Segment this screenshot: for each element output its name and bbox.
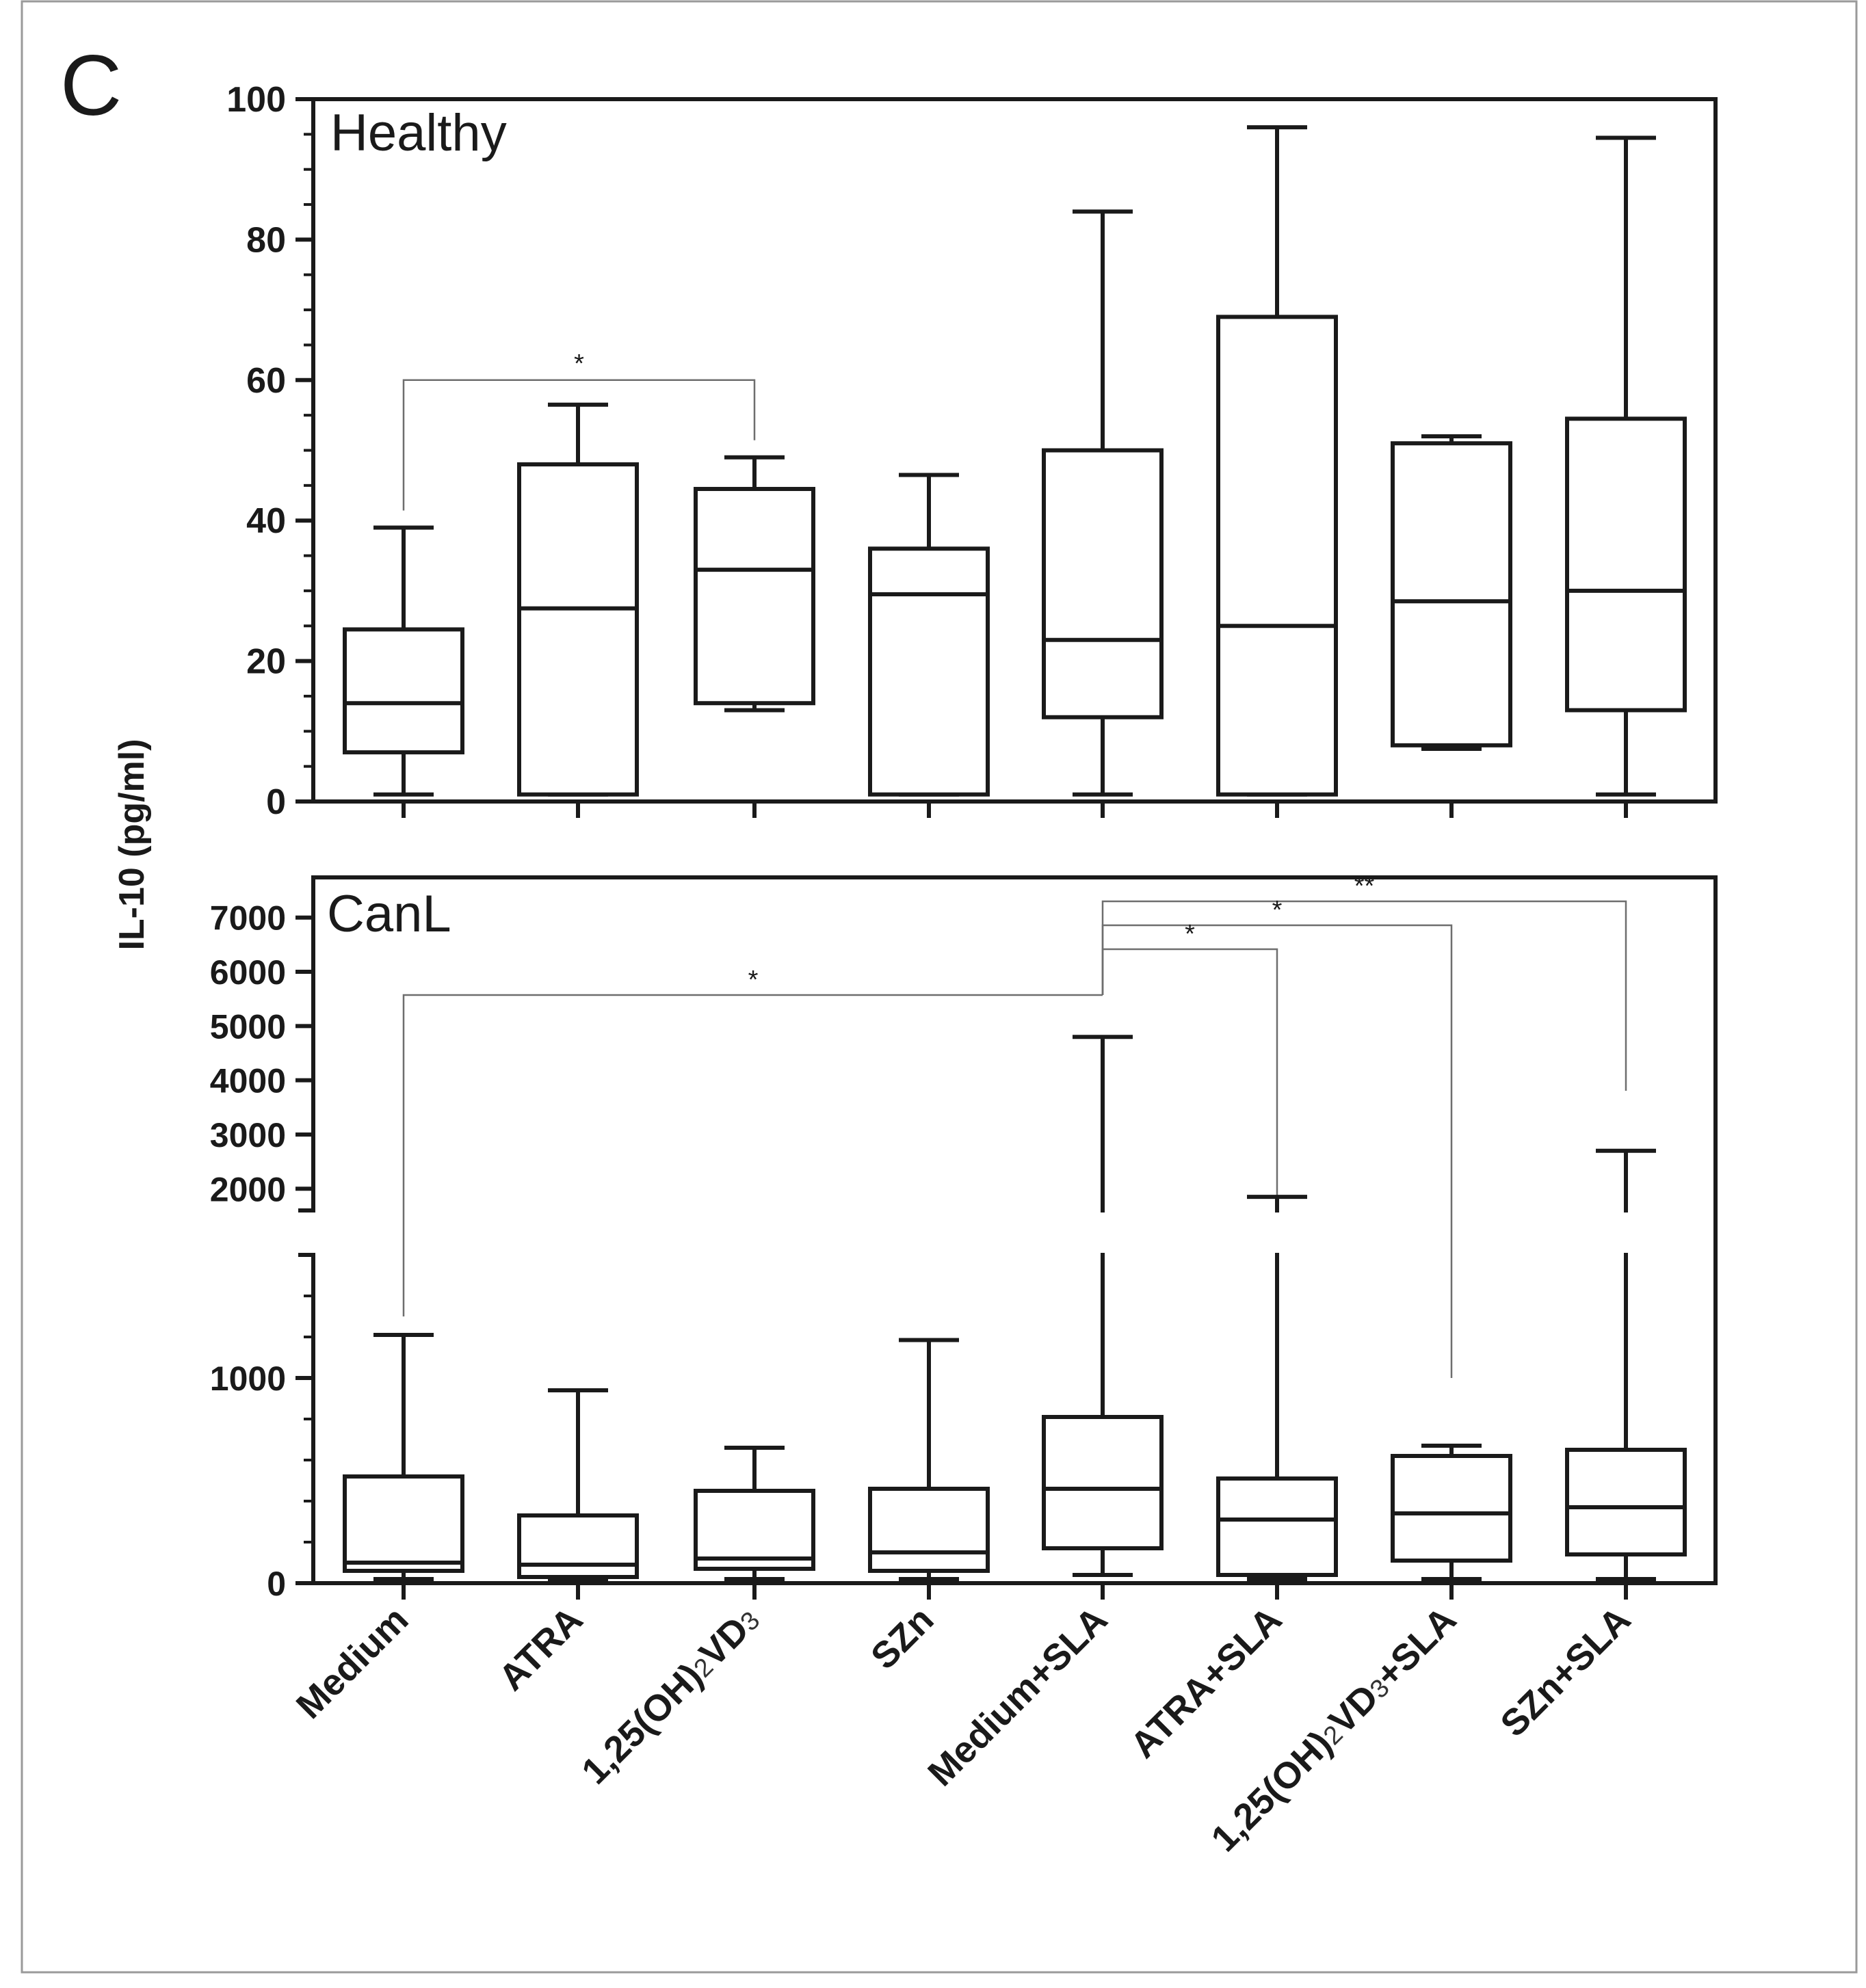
canl-tick-label: 4000 [210, 1062, 286, 1100]
canl-tick-label: 1000 [210, 1360, 286, 1398]
canl-box [1565, 1148, 1687, 1581]
healthy-box [343, 525, 464, 797]
canl-iqr-rect [1391, 1454, 1512, 1563]
y-axis-label: IL-10 (pg/ml) [112, 739, 152, 950]
healthy-boxes [343, 125, 1687, 797]
healthy-iqr-rect [1391, 441, 1512, 747]
canl-box [1391, 1444, 1512, 1581]
healthy-iqr-rect [694, 486, 815, 706]
canl-iqr-rect [1565, 1448, 1687, 1556]
canl-tick-label: 5000 [210, 1007, 286, 1046]
canl-y-ticks: 0 1000 2000 3000 4000 5000 6000 7000 [210, 899, 313, 1603]
healthy-box [517, 402, 639, 797]
canl-iqr-rect [517, 1513, 639, 1579]
healthy-iqr-rect [343, 627, 464, 755]
significance-bracket [402, 994, 1103, 1316]
canl-box [694, 1446, 815, 1581]
significance-label: ** [1354, 872, 1375, 901]
canl-whisker-break-gap [1267, 1212, 1287, 1253]
healthy-box [868, 473, 990, 797]
healthy-iqr-rect [1565, 416, 1687, 713]
canl-x-ticks [402, 1583, 1628, 1600]
healthy-panel: Healthy 0 20 40 60 80 100 * [226, 80, 1718, 822]
figure-frame [21, 0, 1858, 1974]
canl-tick-label: 7000 [210, 899, 286, 938]
canl-box [1042, 1035, 1164, 1577]
healthy-iqr-rect [868, 546, 990, 797]
canl-tick-label: 2000 [210, 1170, 286, 1208]
axis-break-gap [308, 1212, 319, 1253]
canl-iqr-rect [694, 1489, 815, 1571]
significance-label: * [1185, 920, 1195, 949]
canl-boxes [343, 1035, 1687, 1581]
canl-box [868, 1338, 990, 1581]
healthy-significance: * [402, 349, 756, 511]
healthy-box [1391, 434, 1512, 751]
canl-tick-label: 6000 [210, 953, 286, 992]
healthy-tick-label: 60 [246, 361, 286, 401]
canl-iqr-rect [1042, 1415, 1164, 1550]
canl-whisker-break-gap [1616, 1212, 1635, 1253]
healthy-tick-label: 100 [226, 80, 286, 120]
canl-whisker-break-gap [1093, 1212, 1112, 1253]
canl-box [343, 1333, 464, 1581]
canl-y-axis-break [298, 1208, 319, 1257]
canl-panel-title: CanL [327, 885, 451, 943]
healthy-iqr-rect [1042, 448, 1164, 719]
healthy-y-ticks: 0 20 40 60 80 100 [226, 80, 313, 822]
canl-iqr-rect [1216, 1476, 1338, 1577]
significance-bracket [1101, 948, 1278, 1327]
healthy-panel-title: Healthy [330, 104, 507, 162]
panel-label: C [60, 38, 122, 133]
canl-tick-label: 0 [267, 1565, 286, 1603]
healthy-x-ticks [402, 801, 1628, 818]
significance-bracket [402, 379, 756, 511]
canl-box [517, 1388, 639, 1581]
canl-tick-label: 3000 [210, 1116, 286, 1154]
healthy-box [1216, 125, 1338, 797]
significance-label: * [1272, 896, 1283, 925]
healthy-iqr-rect [1216, 315, 1338, 797]
healthy-tick-label: 40 [246, 501, 286, 541]
healthy-tick-label: 80 [246, 220, 286, 260]
healthy-box [1565, 135, 1687, 797]
healthy-box [694, 455, 815, 713]
significance-label: * [748, 966, 759, 994]
canl-iqr-rect [343, 1474, 464, 1573]
healthy-tick-label: 0 [266, 782, 286, 822]
healthy-box [1042, 209, 1164, 797]
healthy-tick-label: 20 [246, 642, 286, 682]
significance-label: * [574, 349, 584, 378]
canl-significance: ***** [402, 872, 1627, 1378]
canl-iqr-rect [868, 1487, 990, 1573]
canl-box [1216, 1195, 1338, 1581]
healthy-iqr-rect [517, 462, 639, 797]
